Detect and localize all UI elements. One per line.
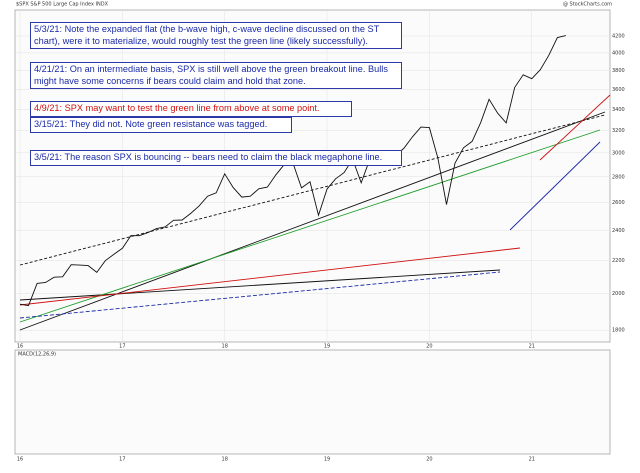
note-0503: 5/3/21: Note the expanded flat (the b-wa… bbox=[30, 22, 402, 49]
x-tick-label: 18 bbox=[222, 344, 228, 350]
x-tick-label: 20 bbox=[426, 457, 432, 463]
y-tick-label: 4200 bbox=[612, 33, 625, 39]
note-0421: 4/21/21: On an intermediate basis, SPX i… bbox=[30, 62, 402, 89]
y-tick-label: 3000 bbox=[612, 150, 625, 156]
y-tick-label: 2800 bbox=[612, 174, 625, 180]
y-tick-label: 3800 bbox=[612, 68, 625, 74]
y-tick-label: 2000 bbox=[612, 291, 625, 297]
y-tick-label: 2600 bbox=[612, 200, 625, 206]
x-tick-label: 16 bbox=[17, 344, 23, 350]
x-tick-label: 21 bbox=[529, 344, 535, 350]
y-tick-label: 1800 bbox=[612, 328, 625, 334]
macd-label: MACD(12,26,9) bbox=[18, 352, 56, 358]
macd-panel bbox=[14, 349, 611, 455]
red-channel-line bbox=[539, 94, 611, 161]
y-tick-label: 3600 bbox=[612, 87, 625, 93]
note-0305: 3/5/21: The reason SPX is bouncing -- be… bbox=[30, 150, 402, 166]
note-0409: 4/9/21: SPX may want to test the green l… bbox=[30, 101, 352, 117]
blue-line bbox=[19, 271, 501, 319]
x-tick-label: 17 bbox=[119, 344, 125, 350]
y-tick-label: 3400 bbox=[612, 107, 625, 113]
black-lower-line bbox=[19, 269, 501, 301]
x-tick-label: 21 bbox=[529, 457, 535, 463]
y-tick-label: 4000 bbox=[612, 50, 625, 56]
price-panel bbox=[14, 9, 611, 343]
note-0315: 3/15/21: They did not. Note green resist… bbox=[30, 117, 292, 133]
y-tick-label: 2200 bbox=[612, 258, 625, 264]
x-tick-label: 19 bbox=[324, 457, 330, 463]
chart-title: $SPX S&P 500 Large Cap Index INDX bbox=[16, 2, 109, 8]
x-tick-label: 19 bbox=[324, 344, 330, 350]
source: @ StockCharts.com bbox=[563, 2, 612, 8]
green-line bbox=[19, 129, 601, 323]
x-tick-label: 17 bbox=[119, 457, 125, 463]
x-tick-label: 20 bbox=[426, 344, 432, 350]
blue-channel-line bbox=[509, 141, 601, 231]
red-line bbox=[19, 247, 521, 306]
x-tick-label: 16 bbox=[17, 457, 23, 463]
y-tick-label: 3200 bbox=[612, 128, 625, 134]
y-tick-label: 2400 bbox=[612, 228, 625, 234]
x-tick-label: 18 bbox=[222, 457, 228, 463]
